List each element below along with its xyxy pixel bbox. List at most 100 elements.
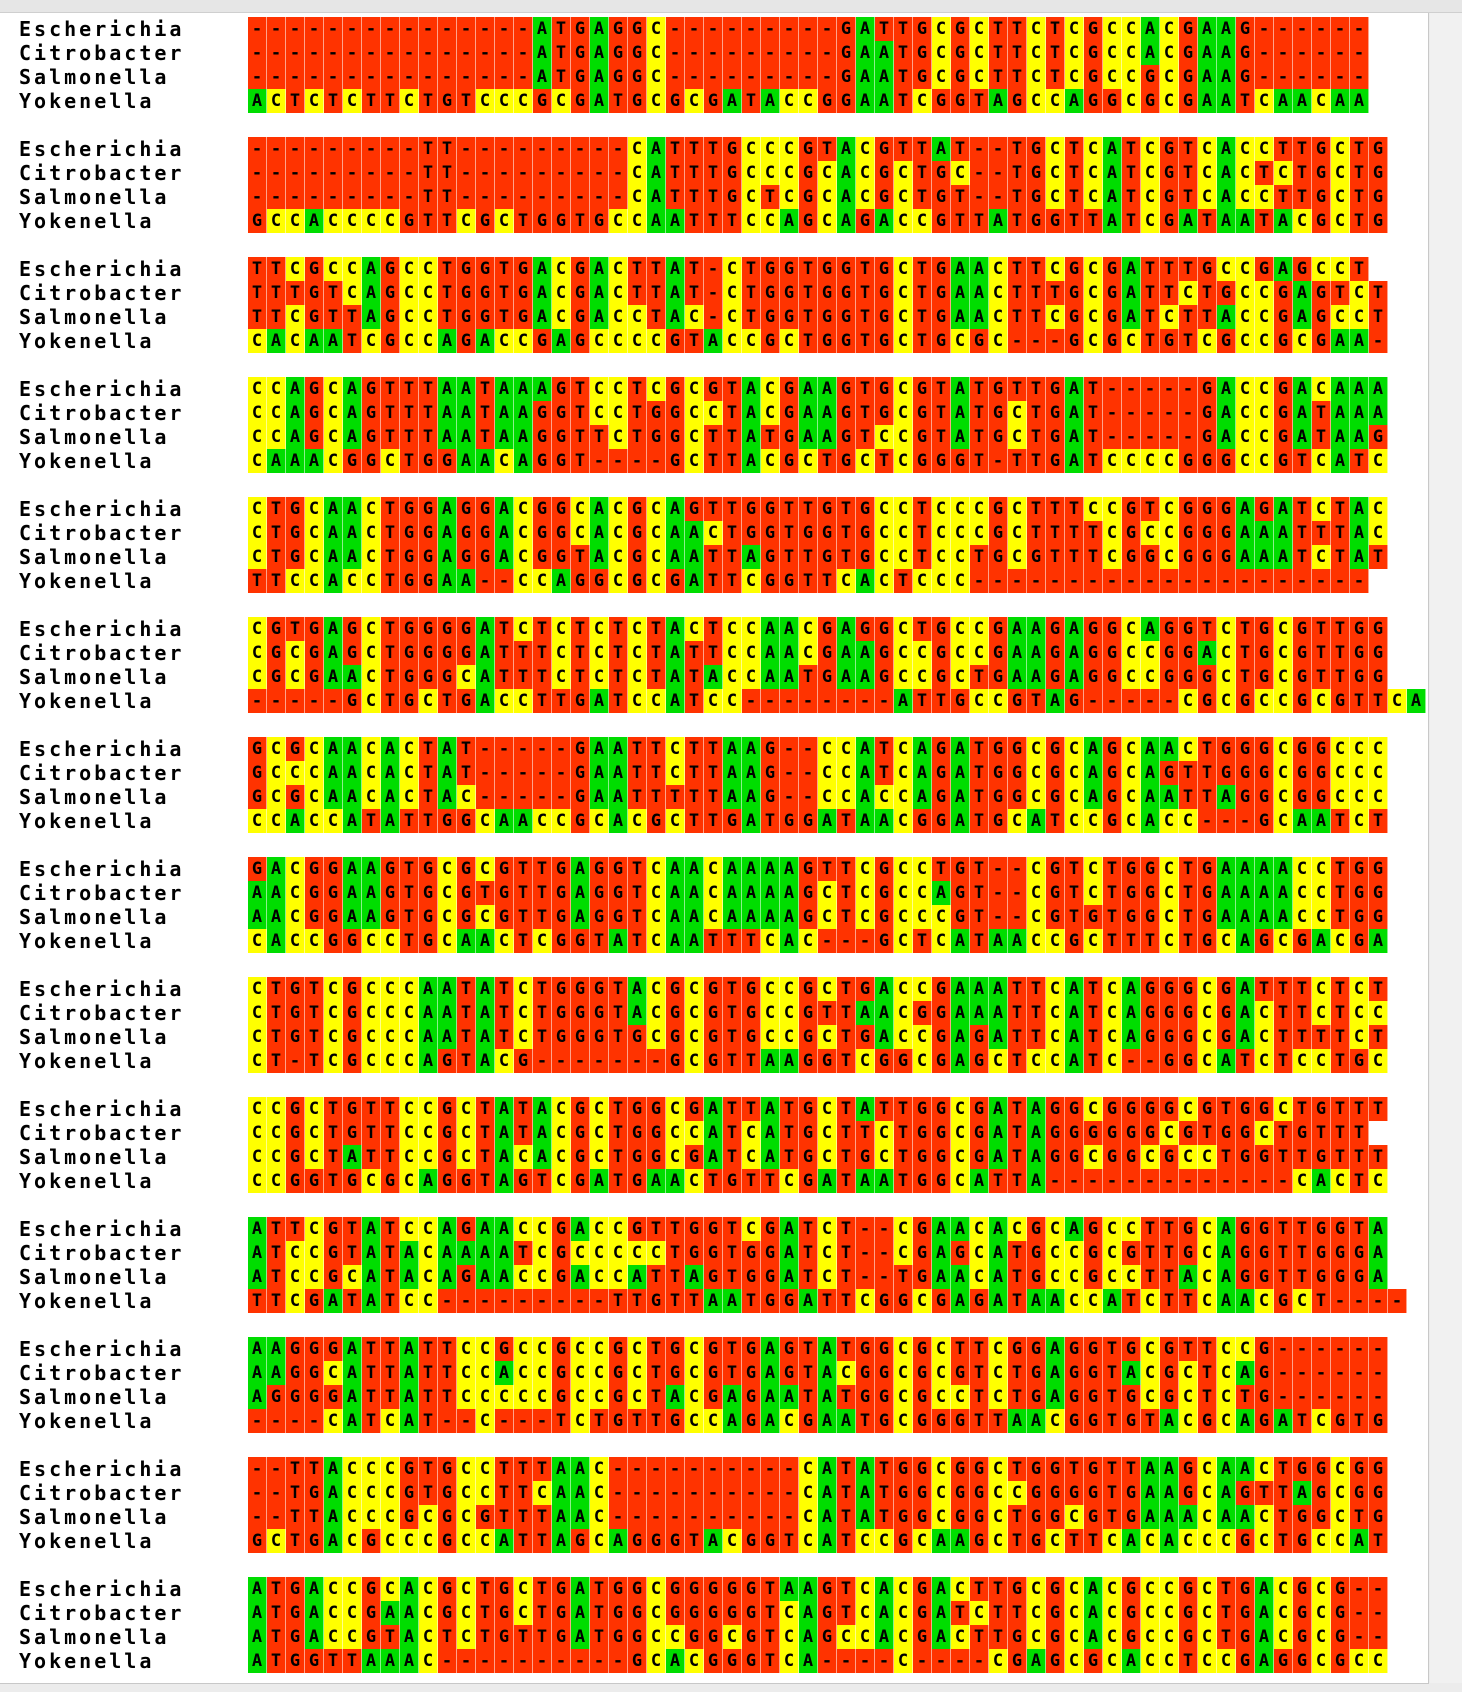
gap-cell: - [381, 161, 400, 185]
base-cell: T [837, 1289, 856, 1313]
base-cell: G [381, 257, 400, 281]
base-cell: T [438, 137, 457, 161]
sequence-name[interactable]: Escherichia [19, 137, 185, 161]
base-cell: G [875, 329, 894, 353]
sequence-name[interactable]: Salmonella [19, 1625, 170, 1649]
sequence-name[interactable]: Escherichia [19, 977, 185, 1001]
sequence-name[interactable]: Citrobacter [19, 281, 185, 305]
sequence-name[interactable]: Citrobacter [19, 1601, 185, 1625]
sequence-name[interactable]: Yokenella [19, 689, 155, 713]
base-cell: G [1274, 449, 1293, 473]
base-cell: C [685, 89, 704, 113]
base-cell: C [742, 161, 761, 185]
sequence-name[interactable]: Salmonella [19, 1505, 170, 1529]
gap-cell: - [875, 689, 894, 713]
sequence-name[interactable]: Salmonella [19, 305, 170, 329]
base-cell: T [875, 761, 894, 785]
sequence-name[interactable]: Salmonella [19, 185, 170, 209]
sequence-name[interactable]: Citrobacter [19, 401, 185, 425]
sequence-name[interactable]: Escherichia [19, 257, 185, 281]
base-cell: C [1122, 737, 1141, 761]
sequence-name[interactable]: Yokenella [19, 1649, 155, 1673]
base-cell: C [1084, 305, 1103, 329]
sequence-name[interactable]: Escherichia [19, 857, 185, 881]
base-cell: C [989, 305, 1008, 329]
sequence-name[interactable]: Yokenella [19, 329, 155, 353]
sequence-name[interactable]: Yokenella [19, 1409, 155, 1433]
sequence-name[interactable]: Yokenella [19, 929, 155, 953]
base-cell: C [419, 1289, 438, 1313]
sequence-name[interactable]: Salmonella [19, 1145, 170, 1169]
sequence-name[interactable]: Yokenella [19, 1049, 155, 1073]
sequence-name[interactable]: Escherichia [19, 497, 185, 521]
sequence-name[interactable]: Escherichia [19, 737, 185, 761]
gap-cell: - [704, 1505, 723, 1529]
sequence-name[interactable]: Citrobacter [19, 1241, 185, 1265]
sequence-name[interactable]: Citrobacter [19, 161, 185, 185]
sequence-name[interactable]: Citrobacter [19, 881, 185, 905]
sequence-name[interactable]: Citrobacter [19, 521, 185, 545]
base-cell: C [248, 1049, 267, 1073]
base-cell: G [780, 401, 799, 425]
base-cell: G [875, 1361, 894, 1385]
base-cell: C [419, 1601, 438, 1625]
gap-cell: - [514, 137, 533, 161]
base-cell: G [666, 1529, 685, 1553]
sequence-name[interactable]: Citrobacter [19, 761, 185, 785]
sequence-name[interactable]: Citrobacter [19, 1361, 185, 1385]
base-cell: G [1331, 1601, 1350, 1625]
base-cell: A [248, 905, 267, 929]
sequence-name[interactable]: Salmonella [19, 425, 170, 449]
sequence-name[interactable]: Escherichia [19, 1577, 185, 1601]
sequence-name[interactable]: Citrobacter [19, 1121, 185, 1145]
base-cell: T [1312, 641, 1331, 665]
vertical-scrollbar[interactable] [1430, 13, 1462, 1683]
sequence-name[interactable]: Escherichia [19, 1097, 185, 1121]
sequence-name[interactable]: Citrobacter [19, 41, 185, 65]
sequence-names: Escherichia Citrobacter Salmonella Yokenell… [19, 857, 184, 953]
sequence-name[interactable]: Yokenella [19, 1169, 155, 1193]
base-cell: C [381, 1529, 400, 1553]
base-cell: C [856, 161, 875, 185]
base-cell: G [457, 257, 476, 281]
base-cell: C [552, 809, 571, 833]
base-cell: A [913, 785, 932, 809]
sequence-name[interactable]: Escherichia [19, 617, 185, 641]
sequence-name[interactable]: Yokenella [19, 809, 155, 833]
sequence-name[interactable]: Yokenella [19, 209, 155, 233]
sequence-name[interactable]: Salmonella [19, 1265, 170, 1289]
base-cell: G [799, 1001, 818, 1025]
base-cell: C [590, 809, 609, 833]
sequence-name[interactable]: Salmonella [19, 1025, 170, 1049]
base-cell: T [533, 1169, 552, 1193]
base-cell: T [989, 65, 1008, 89]
base-cell: C [1103, 1025, 1122, 1049]
sequence-name[interactable]: Salmonella [19, 785, 170, 809]
sequence-name[interactable]: Yokenella [19, 89, 155, 113]
sequence-name[interactable]: Escherichia [19, 377, 185, 401]
sequence-name[interactable]: Escherichia [19, 1217, 185, 1241]
gap-cell: - [286, 137, 305, 161]
sequence-name[interactable]: Citrobacter [19, 1481, 185, 1505]
sequence-name[interactable]: Salmonella [19, 1385, 170, 1409]
sequence-name[interactable]: Yokenella [19, 449, 155, 473]
sequence-name[interactable]: Citrobacter [19, 641, 185, 665]
base-cell: T [1084, 1025, 1103, 1049]
gap-cell: - [267, 137, 286, 161]
sequence-name[interactable]: Escherichia [19, 17, 185, 41]
sequence-name[interactable]: Salmonella [19, 65, 170, 89]
base-cell: A [951, 761, 970, 785]
sequence-name[interactable]: Salmonella [19, 665, 170, 689]
base-cell: A [457, 449, 476, 473]
sequence-name[interactable]: Escherichia [19, 1457, 185, 1481]
sequence-name[interactable]: Escherichia [19, 1337, 185, 1361]
sequence-name[interactable]: Salmonella [19, 905, 170, 929]
base-cell: T [628, 881, 647, 905]
base-cell: G [248, 209, 267, 233]
sequence-name[interactable]: Yokenella [19, 1289, 155, 1313]
sequence-name[interactable]: Yokenella [19, 1529, 155, 1553]
sequence-name[interactable]: Yokenella [19, 569, 155, 593]
sequence-name[interactable]: Citrobacter [19, 1001, 185, 1025]
base-cell: A [1255, 881, 1274, 905]
sequence-name[interactable]: Salmonella [19, 545, 170, 569]
